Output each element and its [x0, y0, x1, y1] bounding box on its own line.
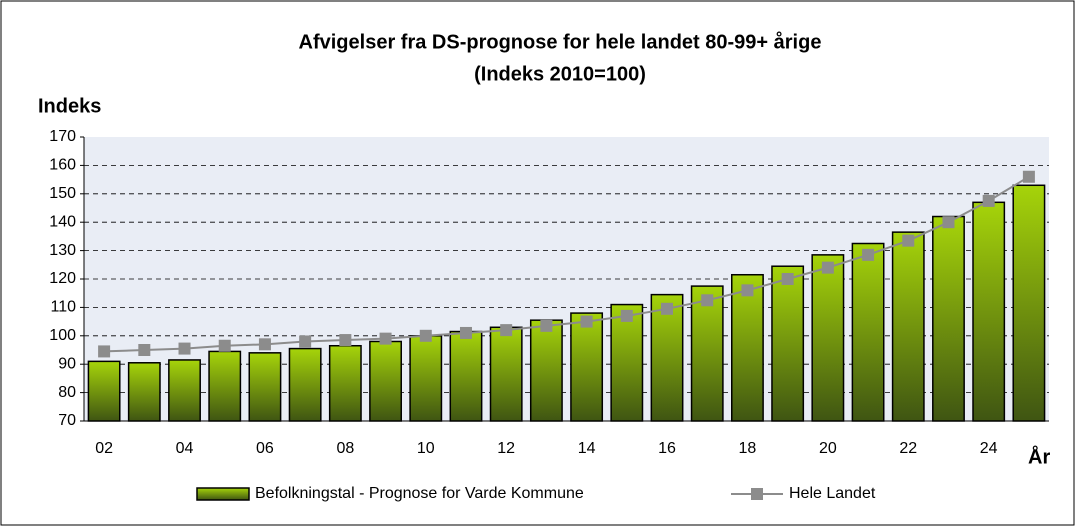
- y-tick-label: 130: [49, 242, 76, 259]
- y-tick-label: 160: [49, 157, 76, 174]
- chart-title: Afvigelser fra DS-prognose for hele land…: [299, 30, 822, 53]
- y-tick-label: 100: [49, 327, 76, 344]
- bar: [570, 312, 604, 422]
- marker: [258, 338, 271, 351]
- y-axis-title: Indeks: [38, 95, 101, 117]
- marker: [178, 342, 191, 355]
- bar: [529, 319, 563, 422]
- line: [104, 175, 1030, 353]
- x-tick-label: 10: [417, 440, 435, 457]
- legend-swatch: [196, 487, 250, 501]
- y-tick-label: 150: [49, 185, 76, 202]
- legend-marker: [751, 488, 763, 500]
- bar: [449, 330, 483, 422]
- marker: [942, 216, 955, 229]
- marker: [862, 248, 875, 261]
- marker: [339, 334, 352, 347]
- bar: [87, 360, 121, 422]
- marker: [821, 261, 834, 274]
- x-tick-label: 04: [176, 440, 194, 457]
- bar: [610, 303, 644, 422]
- x-tick-label: 24: [980, 440, 998, 457]
- x-tick-label: 12: [497, 440, 515, 457]
- bar: [690, 285, 724, 422]
- x-tick-label: 14: [578, 440, 596, 457]
- bar: [932, 215, 965, 422]
- marker: [902, 234, 915, 247]
- bar: [409, 335, 443, 422]
- bar: [288, 347, 322, 422]
- bar: [811, 254, 845, 422]
- marker: [1022, 170, 1035, 183]
- y-tick-label: 110: [50, 299, 76, 316]
- bar: [731, 273, 764, 422]
- x-tick-label: 02: [95, 440, 113, 457]
- x-tick-label: 16: [658, 440, 676, 457]
- y-tick-label: 70: [58, 412, 76, 429]
- bar: [771, 265, 805, 422]
- y-tick-label: 170: [49, 128, 76, 145]
- marker: [781, 273, 794, 285]
- marker: [741, 284, 754, 297]
- marker: [701, 294, 714, 307]
- marker: [459, 326, 472, 339]
- x-tick-label: 20: [819, 440, 837, 457]
- legend-label: Befolkningstal - Prognose for Varde Komm…: [255, 485, 584, 502]
- marker: [661, 302, 674, 315]
- bar: [248, 352, 282, 422]
- marker: [218, 339, 231, 352]
- marker: [982, 194, 995, 207]
- bar: [328, 344, 362, 422]
- bar: [1012, 184, 1046, 422]
- marker: [620, 309, 633, 322]
- marker: [379, 332, 392, 345]
- marker: [500, 324, 513, 337]
- marker: [419, 329, 432, 342]
- bar: [650, 293, 684, 422]
- chart-subtitle: (Indeks 2010=100): [474, 63, 646, 85]
- marker: [98, 345, 111, 358]
- bar: [127, 362, 161, 422]
- legend-label: Hele Landet: [789, 485, 876, 502]
- bar: [489, 326, 523, 422]
- x-tick-label: 08: [336, 440, 354, 457]
- x-tick-label: 06: [256, 440, 274, 457]
- bar: [208, 350, 242, 422]
- bar: [369, 340, 402, 422]
- bar: [972, 201, 1006, 422]
- y-tick-label: 140: [49, 213, 76, 230]
- x-tick-label: 22: [899, 440, 917, 457]
- x-axis-title: År: [1028, 444, 1050, 468]
- marker: [138, 344, 151, 356]
- bar: [168, 359, 201, 422]
- bar: [891, 231, 925, 422]
- bar: [851, 242, 885, 422]
- y-tick-label: 90: [58, 355, 76, 372]
- y-tick-label: 80: [58, 384, 76, 401]
- marker: [299, 335, 312, 348]
- x-tick-label: 18: [739, 440, 757, 457]
- y-tick-label: 120: [49, 270, 76, 287]
- marker: [540, 319, 553, 332]
- marker: [580, 315, 593, 328]
